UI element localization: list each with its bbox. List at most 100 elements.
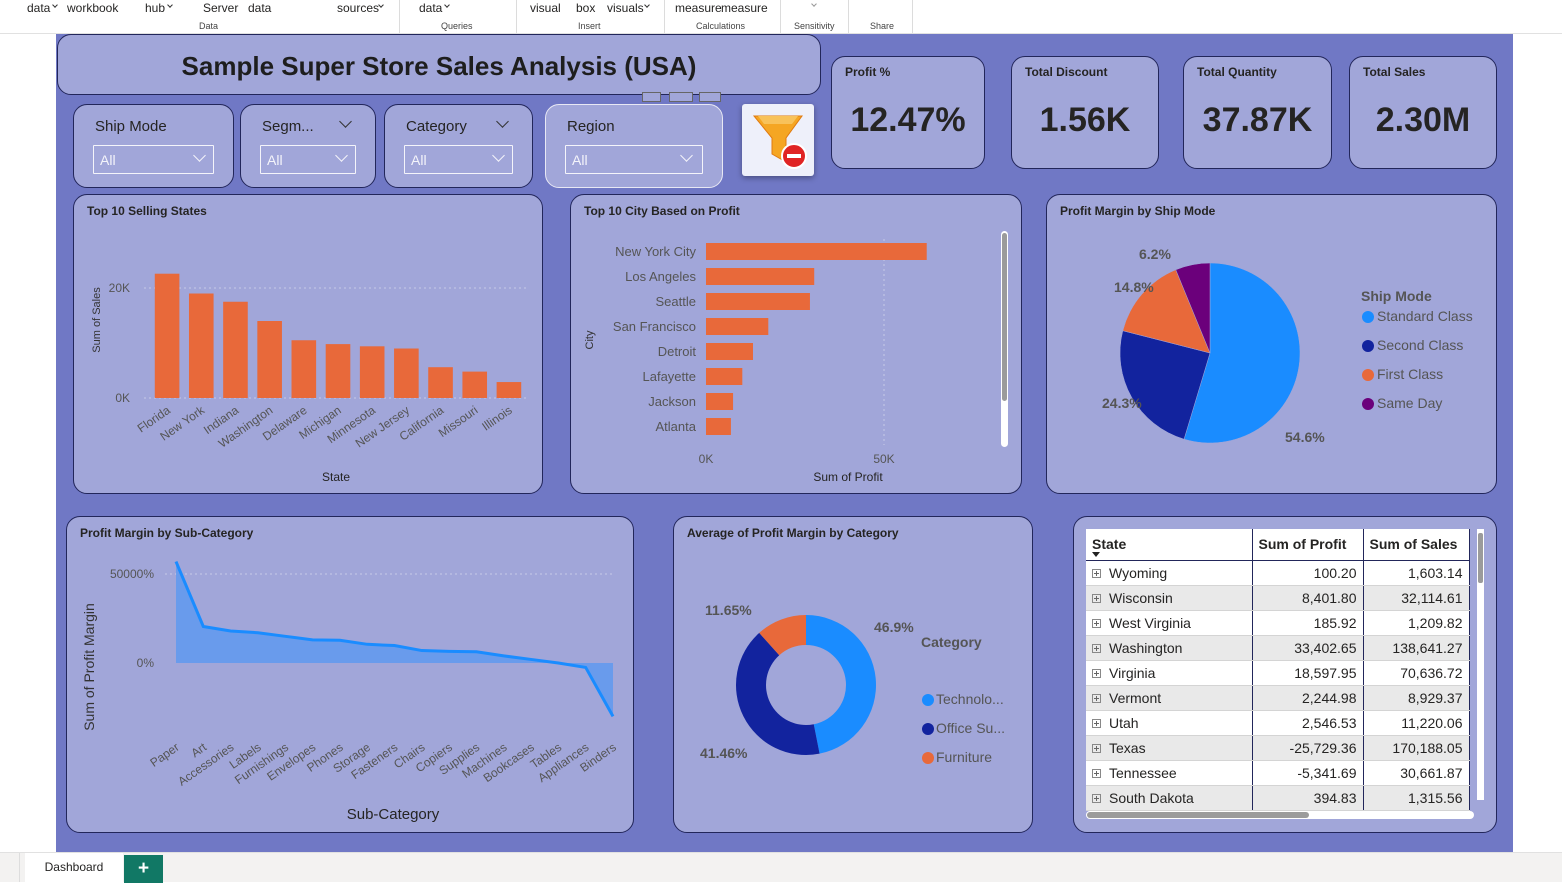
- table-row[interactable]: Texas -25,729.36 170,188.05: [1086, 735, 1470, 761]
- legend-item: Furniture: [936, 749, 992, 765]
- visual-header-focus-icon[interactable]: [669, 92, 693, 102]
- slicer-dropdown[interactable]: All: [93, 145, 214, 174]
- legend-item: Office Su...: [936, 720, 1005, 736]
- x-tick-label: Missouri: [436, 403, 481, 440]
- visual-header-more-icon[interactable]: [699, 92, 721, 102]
- kpi-card-total-quantity[interactable]: Total Quantity 37.87K: [1183, 56, 1332, 169]
- cell-sales: 170,188.05: [1363, 735, 1470, 761]
- ribbon-new-visual[interactable]: visual: [530, 1, 561, 15]
- slicer-category[interactable]: Category All: [384, 104, 533, 188]
- expand-icon[interactable]: [1092, 768, 1101, 778]
- scrollbar-thumb[interactable]: [1002, 233, 1007, 401]
- table-row[interactable]: Utah 2,546.53 11,220.06: [1086, 710, 1470, 736]
- ribbon-more-visuals[interactable]: visuals: [607, 1, 644, 15]
- slicer-dropdown[interactable]: All: [565, 145, 703, 174]
- clear-filters-button[interactable]: [742, 104, 814, 176]
- expand-icon[interactable]: [1092, 718, 1101, 728]
- ribbon-new-measure[interactable]: measure: [675, 1, 722, 15]
- slicer-ship-mode[interactable]: Ship Mode All: [73, 104, 234, 188]
- scrollbar-thumb[interactable]: [1478, 533, 1483, 583]
- area-fill: [176, 561, 613, 717]
- slicer-value: All: [411, 152, 427, 168]
- table-row[interactable]: Wyoming 100.20 1,603.14: [1086, 560, 1470, 586]
- chart-shipmode-pie[interactable]: Profit Margin by Ship Mode 54.6% 24.3% 14.…: [1046, 194, 1497, 494]
- kpi-card-profit-pct[interactable]: Profit % 12.47%: [831, 56, 985, 169]
- category-donut-chart: 46.9% 41.46% 11.65% Category Technolo... Of…: [700, 602, 1005, 765]
- expand-icon[interactable]: [1092, 793, 1101, 803]
- ribbon-excel-workbook[interactable]: workbook: [67, 1, 119, 15]
- chevron-down-icon[interactable]: [811, 1, 817, 7]
- column-header-state[interactable]: State: [1086, 529, 1253, 561]
- chevron-down-icon[interactable]: [496, 115, 509, 128]
- cell-text: 170,188.05: [1392, 739, 1463, 756]
- expand-icon[interactable]: [1092, 618, 1101, 628]
- cell-state: Washington: [1086, 635, 1253, 661]
- ribbon-quick-measure[interactable]: measure: [721, 1, 768, 15]
- slicer-dropdown[interactable]: All: [260, 145, 356, 174]
- data-table: State Sum of Profit Sum of Sales Wyoming…: [1086, 529, 1470, 811]
- cell-state: West Virginia: [1086, 610, 1253, 636]
- ribbon-onelake-hub[interactable]: hub: [145, 1, 166, 15]
- ribbon-get-data[interactable]: data: [27, 1, 51, 15]
- slicer-segment[interactable]: Segm... All: [240, 104, 376, 188]
- ribbon-text-box[interactable]: box: [576, 1, 596, 15]
- table-row[interactable]: Virginia 18,597.95 70,636.72: [1086, 660, 1470, 686]
- cell-text: 18,597.95: [1294, 664, 1357, 681]
- table-row[interactable]: West Virginia 185.92 1,209.82: [1086, 610, 1470, 636]
- table-vertical-scrollbar[interactable]: [1477, 529, 1484, 800]
- slicer-dropdown[interactable]: All: [404, 145, 513, 174]
- data-label: 24.3%: [1102, 395, 1142, 411]
- cell-text: 70,636.72: [1400, 664, 1463, 681]
- bar: [706, 268, 815, 285]
- report-canvas: Sample Super Store Sales Analysis (USA) …: [56, 34, 1513, 852]
- column-header-sum-sales[interactable]: Sum of Sales: [1363, 529, 1470, 561]
- y-tick-label: 50000%: [110, 567, 154, 581]
- chart-top-cities-profit[interactable]: Top 10 City Based on Profit City Sum of …: [570, 194, 1022, 494]
- kpi-card-total-sales[interactable]: Total Sales 2.30M: [1349, 56, 1497, 169]
- expand-icon[interactable]: [1092, 693, 1101, 703]
- legend-marker: [922, 752, 934, 764]
- expand-icon[interactable]: [1092, 568, 1101, 578]
- chart-subcategory-area[interactable]: Profit Margin by Sub-Category Sum of Pro…: [66, 516, 634, 833]
- table-horizontal-scrollbar[interactable]: [1086, 811, 1474, 819]
- y-tick-label: 0%: [137, 656, 155, 670]
- chart-category-donut[interactable]: Average of Profit Margin by Category 46.…: [673, 516, 1033, 833]
- visual-header-filter-icon[interactable]: [642, 92, 661, 102]
- ribbon-sql-server[interactable]: Server: [203, 1, 239, 15]
- table-row[interactable]: Washington 33,402.65 138,641.27: [1086, 635, 1470, 661]
- chevron-down-icon[interactable]: [339, 115, 352, 128]
- ribbon-enter-data[interactable]: data: [248, 1, 272, 15]
- legend-item: Second Class: [1377, 337, 1463, 353]
- table-row[interactable]: South Dakota 394.83 1,315.56: [1086, 785, 1470, 811]
- table-row[interactable]: Wisconsin 8,401.80 32,114.61: [1086, 585, 1470, 611]
- bar: [188, 293, 214, 398]
- add-page-button[interactable]: +: [124, 855, 163, 883]
- ribbon-transform-data[interactable]: data: [419, 1, 443, 15]
- chart-title: Top 10 City Based on Profit: [584, 204, 740, 218]
- scrollbar-thumb[interactable]: [1087, 812, 1309, 818]
- expand-icon[interactable]: [1092, 593, 1101, 603]
- ribbon-recent-sources[interactable]: sources: [337, 1, 380, 15]
- column-header-sum-profit[interactable]: Sum of Profit: [1252, 529, 1364, 561]
- expand-icon[interactable]: [1092, 668, 1101, 678]
- slicer-label: Category: [406, 118, 467, 135]
- kpi-card-total-discount[interactable]: Total Discount 1.56K: [1011, 56, 1159, 169]
- data-label: 46.9%: [874, 619, 914, 635]
- slicer-region[interactable]: Region All: [545, 104, 723, 188]
- state-profit-sales-table[interactable]: State Sum of Profit Sum of Sales Wyoming…: [1073, 516, 1497, 833]
- expand-icon[interactable]: [1092, 743, 1101, 753]
- page-nav-arrow[interactable]: [0, 853, 20, 882]
- page-tab-dashboard[interactable]: Dashboard: [25, 853, 123, 882]
- table-row[interactable]: Tennessee -5,341.69 30,661.87: [1086, 760, 1470, 786]
- cell-sales: 32,114.61: [1363, 585, 1470, 611]
- chart-top-selling-states[interactable]: Top 10 Selling States Sum of Sales State…: [73, 194, 543, 494]
- kpi-value: 1.56K: [1039, 101, 1131, 139]
- y-tick-label: San Francisco: [613, 319, 696, 334]
- cell-text: Wisconsin: [1109, 589, 1173, 606]
- expand-icon[interactable]: [1092, 643, 1101, 653]
- cell-state: Utah: [1086, 710, 1253, 736]
- cell-text: 8,929.37: [1408, 689, 1463, 706]
- ribbon-group-sensitivity: Sensitivity: [794, 21, 835, 31]
- cell-sales: 138,641.27: [1363, 635, 1470, 661]
- table-row[interactable]: Vermont 2,244.98 8,929.37: [1086, 685, 1470, 711]
